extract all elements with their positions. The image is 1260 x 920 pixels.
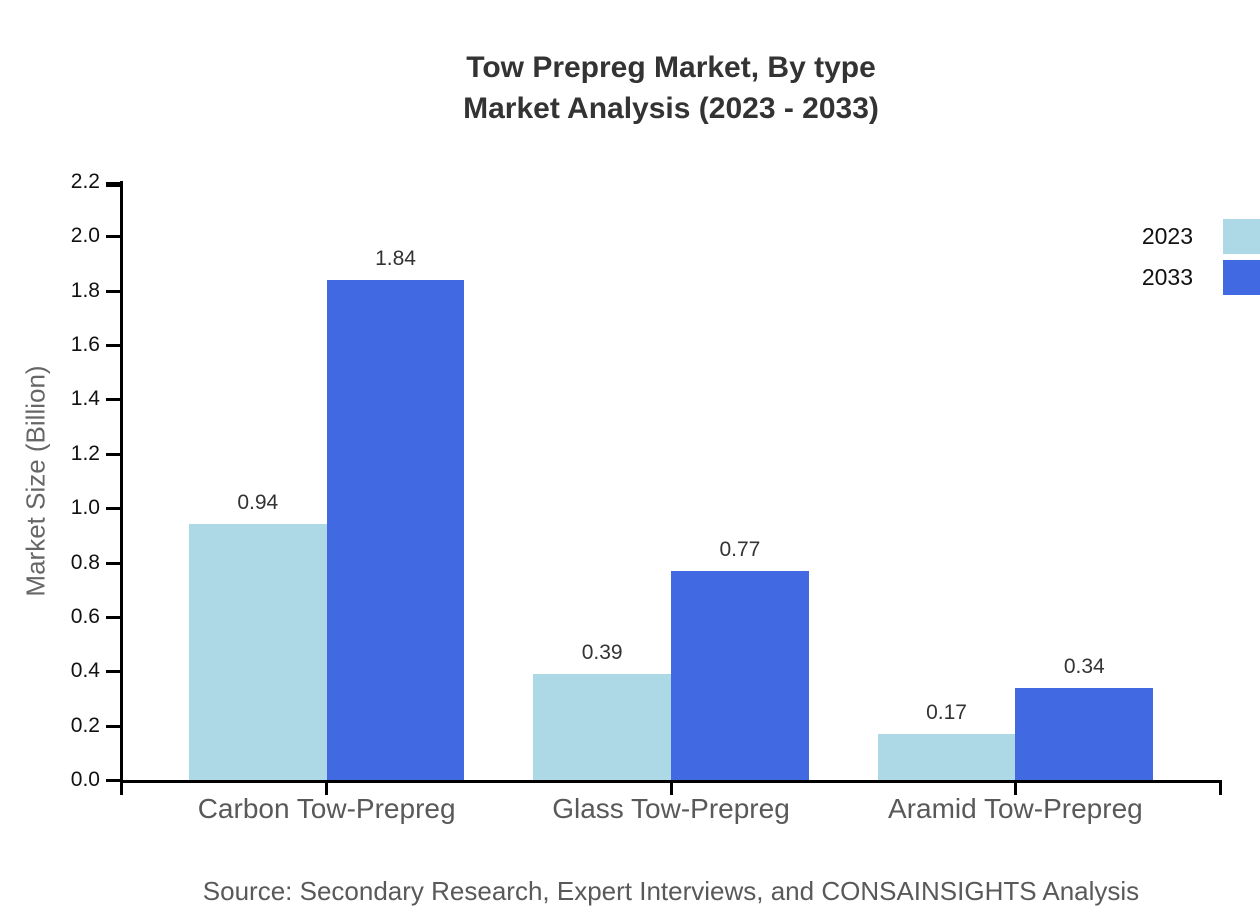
- y-tick: [106, 182, 120, 187]
- y-tick: [106, 398, 120, 402]
- y-tick-label: 2.0: [70, 224, 100, 248]
- y-tick: [106, 344, 120, 348]
- y-tick: [106, 670, 120, 674]
- x-axis-line: [120, 780, 1222, 783]
- bar-value-label: 0.39: [581, 640, 623, 664]
- y-tick-label: 1.0: [70, 496, 100, 520]
- y-tick: [106, 235, 120, 239]
- legend-item-2023: 2023: [1142, 219, 1260, 254]
- y-tick-label: 1.4: [70, 387, 100, 411]
- y-tick: [106, 561, 120, 565]
- x-category-label: Carbon Tow-Prepreg: [197, 793, 456, 824]
- bar-2023: [188, 524, 327, 780]
- y-tick: [106, 452, 120, 456]
- x-axis-end-tick: [1219, 783, 1222, 795]
- y-tick: [106, 724, 120, 728]
- x-category-label: Aramid Tow-Prepreg: [888, 793, 1143, 824]
- bar-2033: [1015, 687, 1154, 780]
- y-tick-label: 1.2: [70, 441, 100, 465]
- bar-2033: [326, 279, 465, 780]
- legend-label-2033: 2033: [1141, 264, 1193, 290]
- chart-title-line1: Tow Prepreg Market, By type: [466, 51, 876, 84]
- chart-title: Tow Prepreg Market, By type Market Analy…: [120, 47, 1222, 129]
- bar-2023: [877, 733, 1016, 780]
- y-tick-label: 0.6: [70, 604, 100, 628]
- y-tick-label: 2.2: [70, 170, 100, 193]
- y-tick-label: 0.8: [70, 550, 100, 574]
- legend-swatch-2033: [1223, 260, 1260, 295]
- y-tick-label: 1.8: [70, 278, 100, 302]
- y-tick-label: 1.6: [70, 333, 100, 357]
- y-axis-line: [120, 181, 123, 783]
- y-tick: [106, 615, 120, 619]
- bar-value-label: 0.17: [926, 700, 967, 724]
- y-tick: [106, 779, 120, 782]
- bar-value-label: 0.34: [1063, 654, 1105, 678]
- bar-2023: [533, 673, 671, 780]
- y-tick-label: 0.0: [70, 768, 100, 791]
- source-note: Source: Secondary Research, Expert Inter…: [202, 876, 1140, 906]
- legend-label-2023: 2023: [1141, 223, 1193, 249]
- y-tick: [106, 289, 120, 293]
- x-tick: [669, 783, 673, 795]
- x-axis-end-tick: [120, 783, 123, 795]
- y-tick-label: 0.4: [70, 659, 100, 683]
- legend-item-2033: 2033: [1142, 260, 1260, 295]
- x-tick: [1013, 783, 1017, 795]
- bar-value-label: 0.77: [719, 537, 761, 561]
- x-category-label: Glass Tow-Prepreg: [552, 793, 790, 824]
- legend-swatch-2023: [1223, 219, 1260, 254]
- chart-title-line2: Market Analysis (2023 - 2033): [463, 92, 879, 125]
- y-tick-label: 0.2: [70, 713, 100, 737]
- y-tick: [106, 507, 120, 511]
- bar-2033: [671, 570, 809, 780]
- bar-value-label: 0.94: [237, 491, 279, 515]
- x-tick: [325, 783, 329, 795]
- bar-value-label: 1.84: [375, 246, 416, 270]
